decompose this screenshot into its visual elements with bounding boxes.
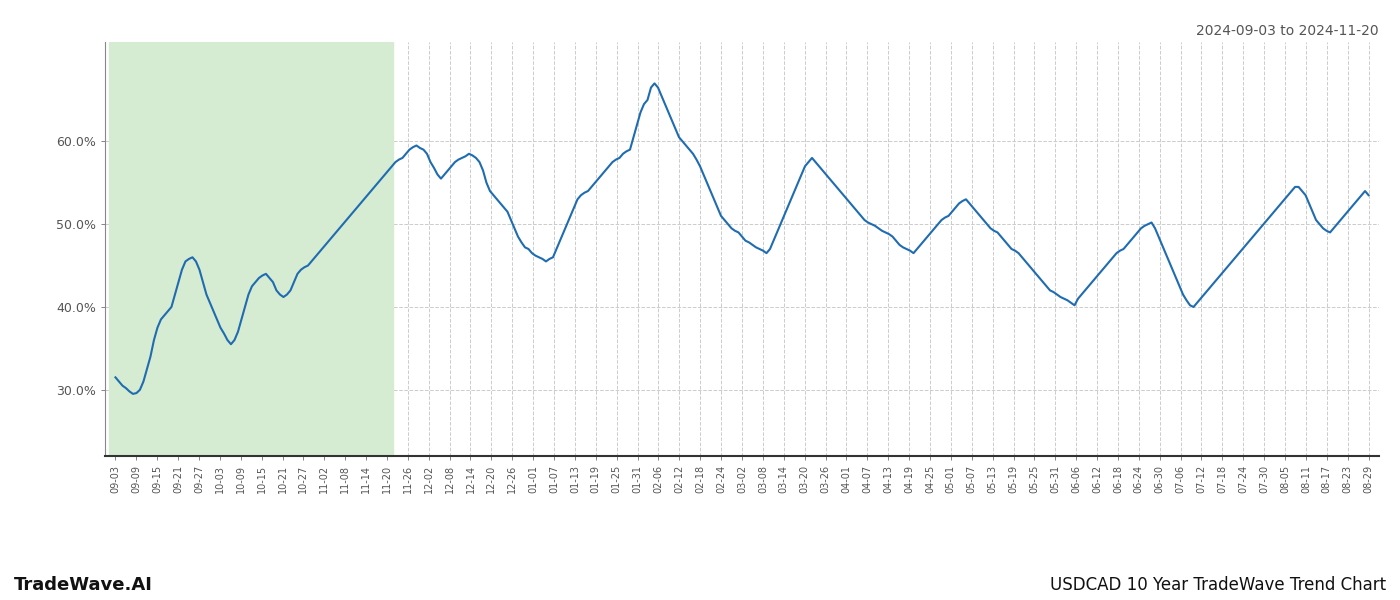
Text: 2024-09-03 to 2024-11-20: 2024-09-03 to 2024-11-20 <box>1197 24 1379 38</box>
Text: USDCAD 10 Year TradeWave Trend Chart: USDCAD 10 Year TradeWave Trend Chart <box>1050 576 1386 594</box>
Bar <box>109 42 393 456</box>
Text: TradeWave.AI: TradeWave.AI <box>14 576 153 594</box>
